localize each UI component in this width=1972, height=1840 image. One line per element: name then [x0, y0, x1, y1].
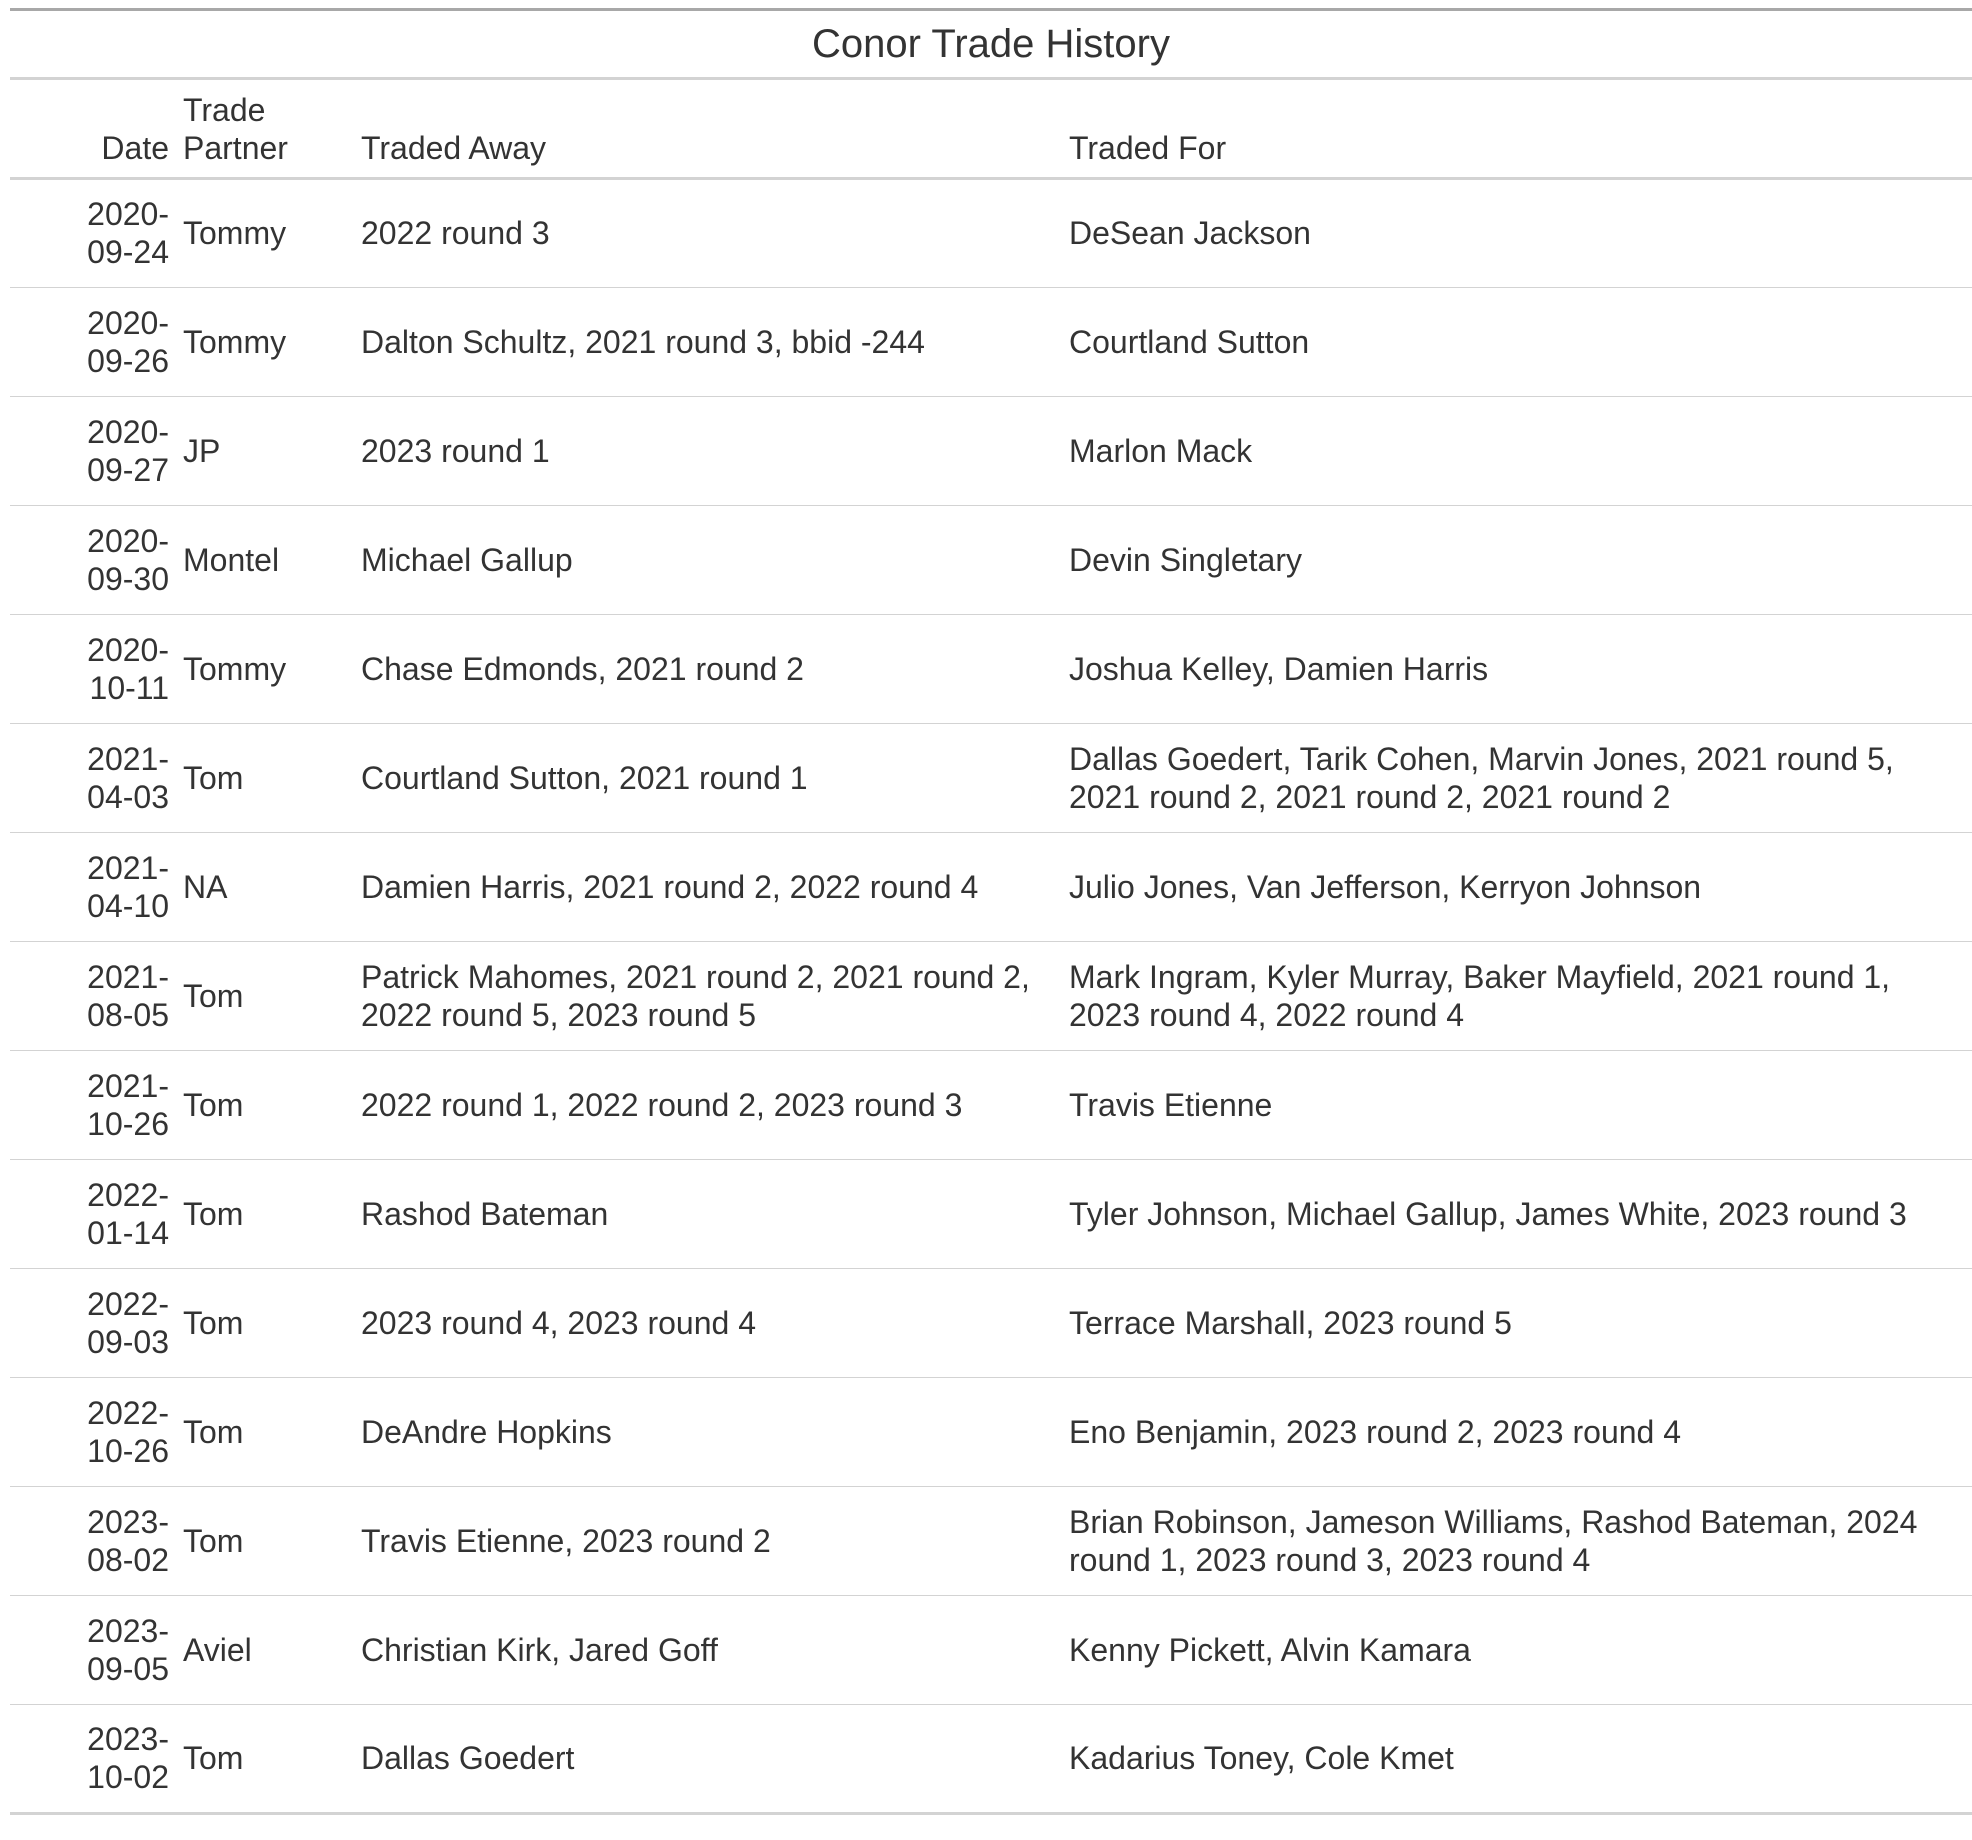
partner-cell: Tom [183, 1086, 244, 1123]
table-row: 2021- 08-05 Tom Patrick Mahomes, 2021 roun… [10, 941, 1972, 1050]
date-cell: 2020- 10-11 [87, 631, 169, 706]
table-row: 2020- 10-11 Tommy Chase Edmonds, 2021 roun… [10, 614, 1972, 723]
table-row: 2023- 10-02 Tom Dallas Goedert Kadarius Ton… [10, 1704, 1972, 1813]
traded-away-cell: Travis Etienne, 2023 round 2 [361, 1522, 771, 1559]
date-cell: 2023- 08-02 [87, 1503, 169, 1578]
traded-for-cell: Courtland Sutton [1069, 323, 1310, 360]
table-row: 2023- 08-02 Tom Travis Etienne, 2023 round… [10, 1486, 1972, 1595]
traded-away-cell: Dalton Schultz, 2021 round 3, bbid -244 [361, 323, 925, 360]
partner-cell: Montel [183, 541, 280, 578]
column-header-traded-for: Traded For [1069, 129, 1227, 166]
traded-for-cell: Mark Ingram, Kyler Murray, Baker Mayfiel… [1069, 958, 1891, 1033]
traded-away-cell: Courtland Sutton, 2021 round 1 [361, 759, 808, 796]
partner-cell: JP [183, 432, 221, 469]
date-cell: 2022- 10-26 [87, 1394, 169, 1469]
table-row: 2020- 09-26 Tommy Dalton Schultz, 2021 rou… [10, 287, 1972, 396]
partner-cell: Tom [183, 1740, 244, 1776]
date-cell: 2021- 04-03 [87, 740, 169, 815]
traded-away-cell: Christian Kirk, Jared Goff [361, 1631, 718, 1668]
partner-cell: Tom [183, 1304, 244, 1341]
date-cell: 2022- 09-03 [87, 1285, 169, 1360]
traded-for-cell: Terrace Marshall, 2023 round 5 [1069, 1304, 1512, 1341]
date-cell: 2020- 09-30 [87, 522, 169, 597]
partner-cell: Tom [183, 977, 244, 1014]
traded-for-cell: Travis Etienne [1069, 1086, 1273, 1123]
traded-for-cell: Tyler Johnson, Michael Gallup, James Whi… [1069, 1195, 1907, 1232]
table-row: 2022- 10-26 Tom DeAndre Hopkins Eno Benjami… [10, 1377, 1972, 1486]
traded-away-cell: Michael Gallup [361, 541, 573, 578]
date-cell: 2021- 04-10 [87, 849, 169, 924]
partner-cell: NA [183, 868, 228, 905]
traded-for-cell: Marlon Mack [1069, 432, 1253, 469]
traded-away-cell: Dallas Goedert [361, 1740, 575, 1776]
table-row: 2021- 04-10 NA Damien Harris, 2021 round 2… [10, 832, 1972, 941]
traded-away-cell: 2023 round 1 [361, 432, 550, 469]
traded-for-cell: Kadarius Toney, Cole Kmet [1069, 1740, 1454, 1776]
table-row: 2022- 01-14 Tom Rashod Bateman Tyler Johnso… [10, 1159, 1972, 1268]
date-cell: 2023- 10-02 [87, 1721, 169, 1795]
table-row: 2023- 09-05 Aviel Christian Kirk, Jared Go… [10, 1595, 1972, 1704]
column-header-date: Date [101, 129, 169, 166]
date-cell: 2020- 09-26 [87, 304, 169, 379]
traded-away-cell: 2022 round 3 [361, 215, 550, 251]
traded-away-cell: 2022 round 1, 2022 round 2, 2023 round 3 [361, 1086, 963, 1123]
table-row: 2020- 09-27 JP 2023 round 1 Marlon Mack [10, 396, 1972, 505]
traded-for-cell: DeSean Jackson [1069, 215, 1311, 251]
traded-away-cell: 2023 round 4, 2023 round 4 [361, 1304, 756, 1341]
date-cell: 2021- 08-05 [87, 958, 169, 1033]
traded-away-cell: Rashod Bateman [361, 1195, 609, 1232]
traded-away-cell: DeAndre Hopkins [361, 1413, 612, 1450]
traded-for-cell: Joshua Kelley, Damien Harris [1069, 650, 1489, 687]
column-header-partner: Trade Partner [183, 91, 288, 166]
header-row: Date Trade Partner Traded Away Traded Fo… [10, 80, 1972, 178]
date-cell: 2020- 09-27 [87, 413, 169, 488]
table-row: 2020- 09-24 Tommy 2022 round 3 DeSean Jacks… [10, 178, 1972, 287]
traded-away-cell: Patrick Mahomes, 2021 round 2, 2021 roun… [361, 958, 1030, 1033]
table-title-bar: Conor Trade History [10, 8, 1972, 80]
date-cell: 2022- 01-14 [87, 1176, 169, 1251]
traded-for-cell: Julio Jones, Van Jefferson, Kerryon John… [1069, 868, 1702, 905]
traded-for-cell: Dallas Goedert, Tarik Cohen, Marvin Jone… [1069, 740, 1894, 815]
traded-away-cell: Damien Harris, 2021 round 2, 2022 round … [361, 868, 979, 905]
trade-history-table: Date Trade Partner Traded Away Traded Fo… [10, 80, 1972, 1815]
traded-for-cell: Eno Benjamin, 2023 round 2, 2023 round 4 [1069, 1413, 1682, 1450]
table-title: Conor Trade History [812, 21, 1170, 66]
date-cell: 2021- 10-26 [87, 1067, 169, 1142]
table-row: 2021- 04-03 Tom Courtland Sutton, 2021 rou… [10, 723, 1972, 832]
traded-for-cell: Kenny Pickett, Alvin Kamara [1069, 1631, 1471, 1668]
date-cell: 2020- 09-24 [87, 196, 169, 270]
partner-cell: Aviel [183, 1631, 252, 1668]
column-header-traded-away: Traded Away [361, 129, 546, 166]
partner-cell: Tom [183, 759, 244, 796]
traded-away-cell: Chase Edmonds, 2021 round 2 [361, 650, 804, 687]
table-row: 2020- 09-30 Montel Michael Gallup Devin Sin… [10, 505, 1972, 614]
trade-history-table-container: Conor Trade History Date Trade Partner T… [10, 8, 1972, 1815]
traded-for-cell: Devin Singletary [1069, 541, 1302, 578]
partner-cell: Tommy [183, 323, 287, 360]
table-row: 2022- 09-03 Tom 2023 round 4, 2023 round 4… [10, 1268, 1972, 1377]
table-row: 2021- 10-26 Tom 2022 round 1, 2022 round 2… [10, 1050, 1972, 1159]
date-cell: 2023- 09-05 [87, 1612, 169, 1687]
partner-cell: Tom [183, 1413, 244, 1450]
partner-cell: Tom [183, 1195, 244, 1232]
partner-cell: Tommy [183, 650, 287, 687]
partner-cell: Tommy [183, 215, 287, 251]
table-body: 2020- 09-24 Tommy 2022 round 3 DeSean Jacks… [10, 178, 1972, 1813]
traded-for-cell: Brian Robinson, Jameson Williams, Rashod… [1069, 1503, 1918, 1578]
partner-cell: Tom [183, 1522, 244, 1559]
